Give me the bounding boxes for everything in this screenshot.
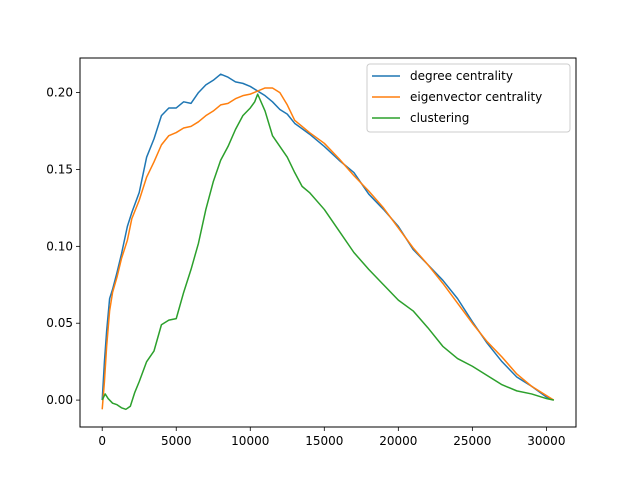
x-tick-label: 30000 — [527, 434, 565, 448]
legend-label: eigenvector centrality — [410, 90, 542, 104]
y-axis: 0.00 0.05 0.10 0.15 0.20 — [46, 86, 80, 407]
x-tick-label: 5000 — [161, 434, 192, 448]
legend: degree centrality eigenvector centrality c… — [366, 63, 571, 133]
x-tick-label: 20000 — [379, 434, 417, 448]
y-tick-label: 0.15 — [46, 162, 73, 176]
y-tick-label: 0.10 — [46, 239, 73, 253]
series-line-0 — [101, 73, 555, 401]
legend-label: clustering — [410, 111, 469, 125]
legend-box — [366, 63, 571, 133]
x-axis: 0 5000 10000 15000 20000 25000 30000 — [98, 427, 565, 448]
plot-area — [101, 73, 555, 411]
x-tick-label: 0 — [98, 434, 106, 448]
series-line-1 — [101, 87, 555, 410]
x-tick-label: 15000 — [305, 434, 343, 448]
y-tick-label: 0.20 — [46, 86, 73, 100]
y-tick-label: 0.00 — [46, 393, 73, 407]
y-tick-label: 0.05 — [46, 316, 73, 330]
axes-frame — [79, 57, 577, 428]
x-tick-label: 10000 — [231, 434, 269, 448]
series-line-2 — [101, 93, 554, 411]
x-tick-label: 25000 — [453, 434, 491, 448]
legend-label: degree centrality — [410, 69, 513, 83]
